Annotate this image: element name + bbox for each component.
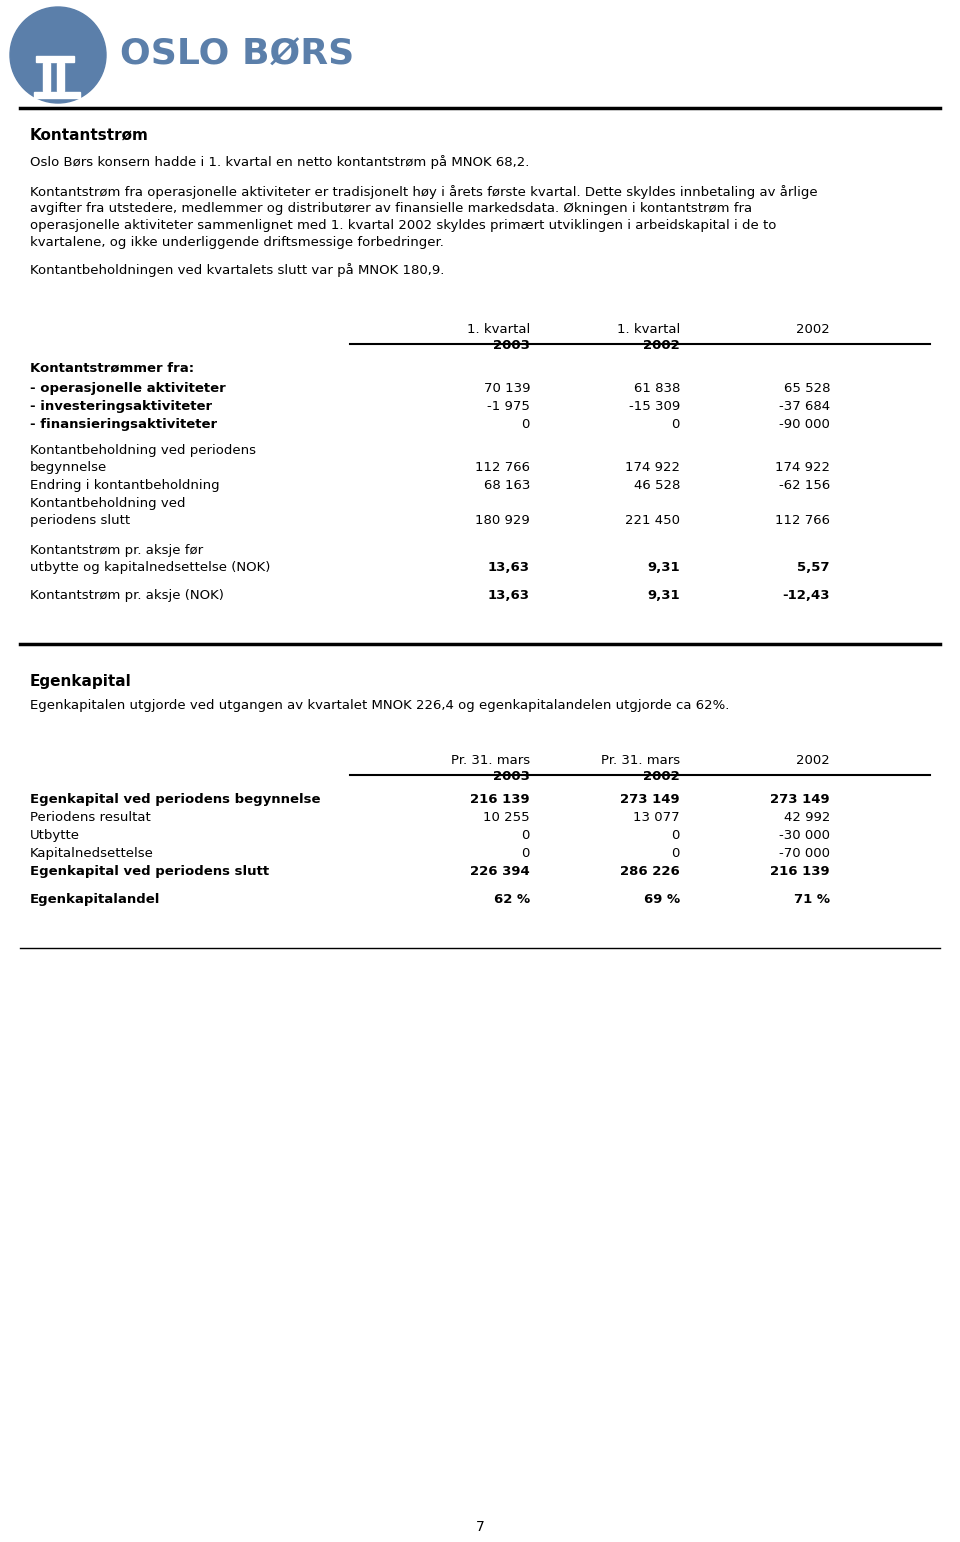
Text: 9,31: 9,31 — [647, 561, 680, 574]
Text: 1. kvartal: 1. kvartal — [616, 322, 680, 336]
Text: 0: 0 — [521, 830, 530, 842]
Text: 62 %: 62 % — [493, 893, 530, 907]
FancyBboxPatch shape — [42, 63, 50, 91]
Text: - investeringsaktiviteter: - investeringsaktiviteter — [30, 399, 212, 413]
Text: Egenkapitalen utgjorde ved utgangen av kvartalet MNOK 226,4 og egenkapitalandele: Egenkapitalen utgjorde ved utgangen av k… — [30, 699, 730, 712]
Text: 0: 0 — [521, 847, 530, 860]
Text: Kontantstrøm pr. aksje (NOK): Kontantstrøm pr. aksje (NOK) — [30, 589, 224, 601]
Text: 0: 0 — [672, 847, 680, 860]
Text: Kontantstrøm: Kontantstrøm — [30, 128, 149, 143]
Text: Utbytte: Utbytte — [30, 830, 80, 842]
Text: 2002: 2002 — [796, 754, 830, 766]
Text: 65 528: 65 528 — [783, 382, 830, 395]
Text: Kapitalnedsettelse: Kapitalnedsettelse — [30, 847, 154, 860]
Text: 2002: 2002 — [796, 322, 830, 336]
Text: Egenkapital: Egenkapital — [30, 674, 132, 689]
FancyBboxPatch shape — [36, 56, 74, 62]
Text: 10 255: 10 255 — [484, 811, 530, 823]
Text: 69 %: 69 % — [644, 893, 680, 907]
Text: 5,57: 5,57 — [798, 561, 830, 574]
Text: -62 156: -62 156 — [779, 480, 830, 492]
Text: 112 766: 112 766 — [775, 513, 830, 527]
Text: 9,31: 9,31 — [647, 589, 680, 601]
Text: -90 000: -90 000 — [780, 418, 830, 432]
FancyBboxPatch shape — [34, 93, 80, 99]
Text: 68 163: 68 163 — [484, 480, 530, 492]
Text: Kontantstrøm fra operasjonelle aktiviteter er tradisjonelt høy i årets første kv: Kontantstrøm fra operasjonelle aktivitet… — [30, 185, 818, 199]
Text: Kontantbeholdning ved periodens: Kontantbeholdning ved periodens — [30, 444, 256, 456]
Text: 273 149: 273 149 — [770, 793, 830, 806]
Text: 180 929: 180 929 — [475, 513, 530, 527]
Text: - finansieringsaktiviteter: - finansieringsaktiviteter — [30, 418, 217, 432]
Text: 216 139: 216 139 — [470, 793, 530, 806]
Text: 1. kvartal: 1. kvartal — [467, 322, 530, 336]
Text: 174 922: 174 922 — [775, 461, 830, 473]
Text: begynnelse: begynnelse — [30, 461, 108, 473]
Text: Kontantstrømmer fra:: Kontantstrømmer fra: — [30, 362, 194, 375]
Text: -12,43: -12,43 — [782, 589, 830, 601]
Text: operasjonelle aktiviteter sammenlignet med 1. kvartal 2002 skyldes primært utvik: operasjonelle aktiviteter sammenlignet m… — [30, 219, 777, 231]
Text: 61 838: 61 838 — [634, 382, 680, 395]
Text: - operasjonelle aktiviteter: - operasjonelle aktiviteter — [30, 382, 226, 395]
Text: Kontantbeholdningen ved kvartalets slutt var på MNOK 180,9.: Kontantbeholdningen ved kvartalets slutt… — [30, 264, 444, 278]
Text: 2002: 2002 — [643, 339, 680, 352]
Text: 13,63: 13,63 — [488, 589, 530, 601]
FancyBboxPatch shape — [57, 63, 63, 91]
Text: 221 450: 221 450 — [625, 513, 680, 527]
Text: 2003: 2003 — [493, 769, 530, 783]
Text: 226 394: 226 394 — [470, 865, 530, 877]
Text: 0: 0 — [672, 830, 680, 842]
Text: 7: 7 — [475, 1520, 485, 1534]
Text: 273 149: 273 149 — [620, 793, 680, 806]
Text: 112 766: 112 766 — [475, 461, 530, 473]
Text: 0: 0 — [672, 418, 680, 432]
Text: 174 922: 174 922 — [625, 461, 680, 473]
Text: utbytte og kapitalnedsettelse (NOK): utbytte og kapitalnedsettelse (NOK) — [30, 561, 271, 574]
Text: Pr. 31. mars: Pr. 31. mars — [601, 754, 680, 766]
Text: Egenkapital ved periodens begynnelse: Egenkapital ved periodens begynnelse — [30, 793, 321, 806]
Text: Periodens resultat: Periodens resultat — [30, 811, 151, 823]
Text: OSLO BØRS: OSLO BØRS — [120, 39, 354, 72]
Text: 70 139: 70 139 — [484, 382, 530, 395]
Text: Egenkapitalandel: Egenkapitalandel — [30, 893, 160, 907]
Text: 2002: 2002 — [643, 769, 680, 783]
Circle shape — [10, 8, 106, 103]
Text: periodens slutt: periodens slutt — [30, 513, 131, 527]
Text: 46 528: 46 528 — [634, 480, 680, 492]
Text: avgifter fra utstedere, medlemmer og distributører av finansielle markedsdata. Ø: avgifter fra utstedere, medlemmer og dis… — [30, 202, 752, 214]
Text: kvartalene, og ikke underliggende driftsmessige forbedringer.: kvartalene, og ikke underliggende drifts… — [30, 236, 444, 248]
Text: -15 309: -15 309 — [629, 399, 680, 413]
Text: -37 684: -37 684 — [779, 399, 830, 413]
Text: 216 139: 216 139 — [770, 865, 830, 877]
Text: 13,63: 13,63 — [488, 561, 530, 574]
Text: -70 000: -70 000 — [779, 847, 830, 860]
Text: 286 226: 286 226 — [620, 865, 680, 877]
Text: 13 077: 13 077 — [634, 811, 680, 823]
Text: 42 992: 42 992 — [783, 811, 830, 823]
Text: 0: 0 — [521, 418, 530, 432]
Text: Egenkapital ved periodens slutt: Egenkapital ved periodens slutt — [30, 865, 269, 877]
Text: Endring i kontantbeholdning: Endring i kontantbeholdning — [30, 480, 220, 492]
Text: Oslo Børs konsern hadde i 1. kvartal en netto kontantstrøm på MNOK 68,2.: Oslo Børs konsern hadde i 1. kvartal en … — [30, 156, 529, 170]
Text: 71 %: 71 % — [794, 893, 830, 907]
Text: -1 975: -1 975 — [487, 399, 530, 413]
Text: 2003: 2003 — [493, 339, 530, 352]
Text: Kontantbeholdning ved: Kontantbeholdning ved — [30, 497, 185, 510]
Text: Pr. 31. mars: Pr. 31. mars — [451, 754, 530, 766]
Text: -30 000: -30 000 — [779, 830, 830, 842]
Text: Kontantstrøm pr. aksje før: Kontantstrøm pr. aksje før — [30, 544, 204, 557]
